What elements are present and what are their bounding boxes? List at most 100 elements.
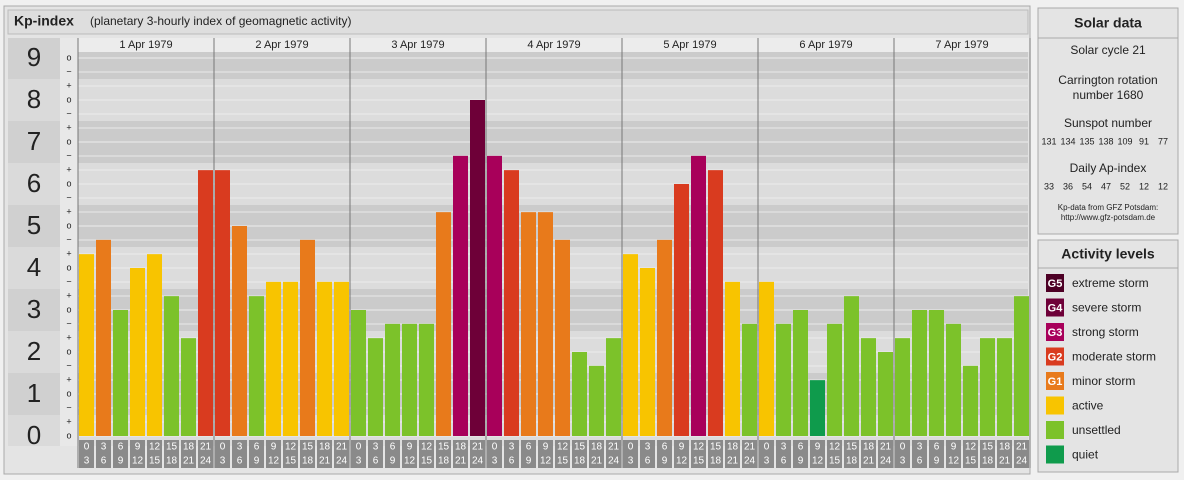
solar-title: Solar data [1074, 15, 1142, 31]
legend-label: moderate storm [1072, 350, 1156, 364]
minor-tick-label: + [66, 206, 71, 216]
legend-swatch [1046, 445, 1064, 464]
time-to: 9 [526, 456, 532, 467]
bar [113, 310, 128, 436]
time-from: 21 [472, 442, 484, 453]
bar [708, 170, 723, 436]
time-from: 21 [880, 442, 892, 453]
time-box [929, 440, 944, 468]
minor-tick-label: − [66, 234, 71, 244]
bar [419, 323, 434, 436]
time-to: 18 [302, 456, 314, 467]
day-header [486, 38, 622, 52]
time-from: 21 [336, 442, 348, 453]
day-header [894, 38, 1030, 52]
time-to: 3 [900, 456, 906, 467]
y-tick-label: 6 [27, 168, 41, 198]
bar [827, 323, 842, 436]
time-box [249, 440, 264, 468]
bar [385, 323, 400, 436]
time-to: 24 [472, 456, 484, 467]
time-to: 24 [200, 456, 212, 467]
time-box [674, 440, 689, 468]
legend-badge: G2 [1048, 351, 1063, 363]
time-to: 21 [319, 456, 331, 467]
minor-tick-label: − [66, 318, 71, 328]
minor-tick-label: o [66, 94, 71, 104]
time-to: 15 [557, 456, 569, 467]
bar [555, 239, 570, 436]
time-box [436, 440, 451, 468]
time-box [606, 440, 621, 468]
bar [249, 296, 264, 436]
bar [538, 212, 553, 436]
time-to: 12 [268, 456, 280, 467]
time-box [487, 440, 502, 468]
time-to: 9 [662, 456, 668, 467]
time-box [759, 440, 774, 468]
time-to: 24 [336, 456, 348, 467]
time-from: 18 [455, 442, 467, 453]
time-to: 15 [421, 456, 433, 467]
time-from: 0 [220, 442, 226, 453]
y-label-box [8, 373, 60, 415]
bar [793, 310, 808, 436]
y-tick-label: 2 [27, 336, 41, 366]
time-from: 12 [557, 442, 569, 453]
time-to: 21 [183, 456, 195, 467]
y-label-box [8, 38, 60, 79]
time-box [895, 440, 910, 468]
bar [79, 254, 94, 436]
time-from: 18 [183, 442, 195, 453]
time-box [912, 440, 927, 468]
legend-label: unsettled [1072, 423, 1121, 437]
time-box [351, 440, 366, 468]
source: Kp-data from GFZ Potsdam: [1058, 203, 1158, 212]
time-box [555, 440, 570, 468]
time-box [419, 440, 434, 468]
time-box [79, 440, 94, 468]
time-from: 0 [764, 442, 770, 453]
sunspots-value: 91 [1139, 136, 1149, 146]
y-tick-label: 4 [27, 252, 41, 282]
time-to: 9 [254, 456, 260, 467]
ap-value: 12 [1139, 181, 1149, 191]
bar [521, 212, 536, 436]
legend-label: severe storm [1072, 301, 1141, 315]
time-from: 18 [591, 442, 603, 453]
time-to: 6 [509, 456, 515, 467]
time-box [946, 440, 961, 468]
day-label: 4 Apr 1979 [527, 39, 580, 51]
time-box [266, 440, 281, 468]
time-box [742, 440, 757, 468]
time-to: 12 [404, 456, 416, 467]
time-to: 6 [917, 456, 923, 467]
time-box [402, 440, 417, 468]
time-from: 18 [863, 442, 875, 453]
y-label-box [8, 163, 60, 205]
minor-tick-label: + [66, 290, 71, 300]
time-to: 18 [438, 456, 450, 467]
time-from: 3 [237, 442, 243, 453]
time-box [113, 440, 128, 468]
time-to: 3 [764, 456, 770, 467]
time-from: 12 [829, 442, 841, 453]
time-box [147, 440, 162, 468]
y-label-box [8, 331, 60, 373]
time-to: 15 [149, 456, 161, 467]
sunspots-value: 109 [1117, 136, 1132, 146]
ap-title: Daily Ap-index [1070, 161, 1147, 175]
time-from: 9 [271, 442, 277, 453]
time-box [793, 440, 808, 468]
time-to: 15 [829, 456, 841, 467]
y-label-box [8, 247, 60, 289]
legend-label: minor storm [1072, 374, 1135, 388]
time-from: 21 [744, 442, 756, 453]
time-from: 3 [101, 442, 107, 453]
bar [147, 254, 162, 436]
legend-label: extreme storm [1072, 276, 1149, 290]
time-to: 3 [220, 456, 226, 467]
time-from: 6 [254, 442, 260, 453]
bar [895, 338, 910, 436]
minor-tick-label: − [66, 402, 71, 412]
